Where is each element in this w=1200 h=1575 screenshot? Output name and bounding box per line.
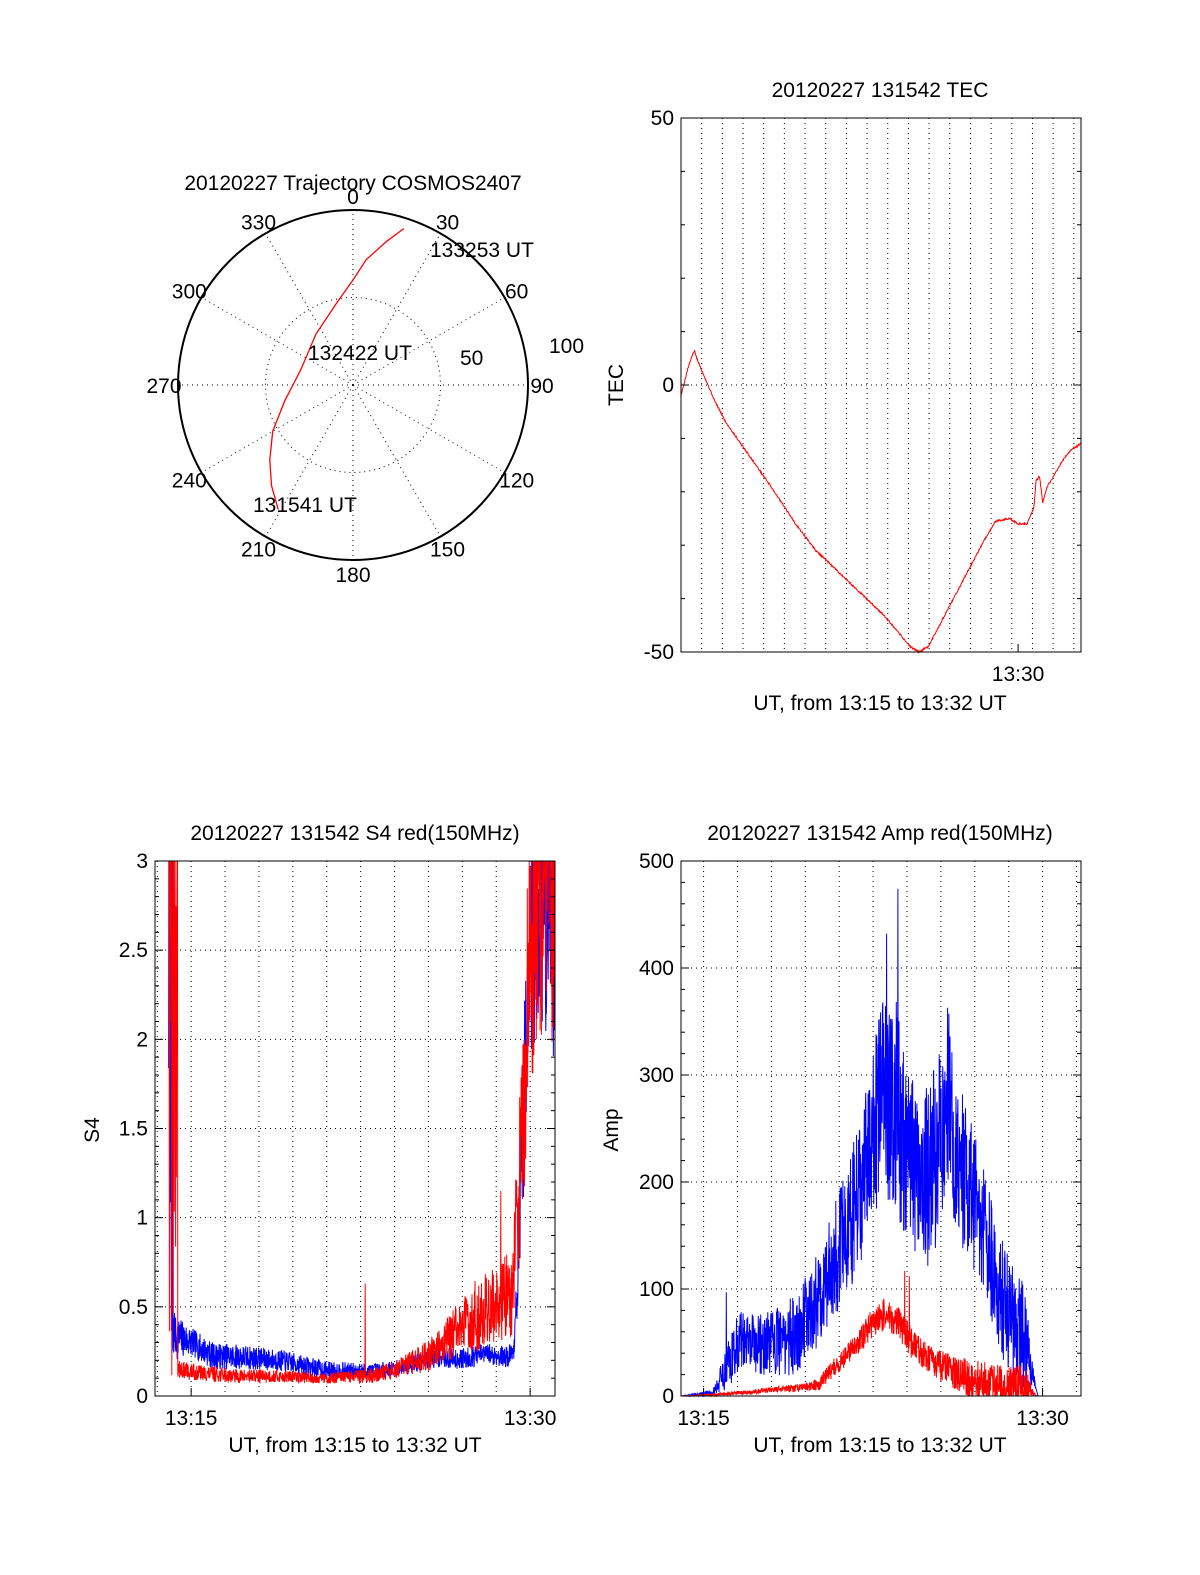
amp-ytick-label: 200 (639, 1171, 674, 1194)
s4-ytick-label: 2.5 (119, 939, 148, 962)
s4-chart-title: 20120227 131542 S4 red(150MHz) (190, 822, 519, 845)
polar-azimuth-label: 210 (241, 539, 276, 562)
polar-radial-label-100: 100 (549, 335, 584, 358)
polar-trajectory-chart: 20120227 Trajectory COSMOS2407 0 30 60 90 12… (146, 172, 584, 587)
s4-ytick-label: 1.5 (119, 1118, 148, 1141)
s4-ytick-label: 0.5 (119, 1296, 148, 1319)
polar-spoke (201, 297, 354, 386)
tec-ytick-label: -50 (644, 641, 674, 664)
polar-outer-ring (177, 209, 529, 561)
amp-chart: 20120227 131542 Amp red(150MHz) 0 100 200 3… (600, 822, 1082, 1457)
polar-azimuth-label: 60 (505, 281, 528, 304)
tec-series-line (680, 349, 1082, 655)
polar-spoke (352, 297, 505, 386)
polar-azimuth-label: 240 (172, 470, 207, 493)
polar-azimuth-label: 30 (436, 211, 459, 234)
polar-azimuth-label: 300 (172, 281, 207, 304)
track-start-time-label: 131541 UT (253, 494, 357, 517)
polar-radial-label-50: 50 (460, 347, 483, 370)
polar-spoke (352, 384, 505, 473)
tec-y-axis-label: TEC (605, 364, 628, 406)
polar-azimuth-label: 90 (530, 375, 553, 398)
s4-chart: 20120227 131542 S4 red(150MHz) 0 0.5 1 1.5 2… (81, 822, 556, 1457)
tec-xtick-label: 13:30 (992, 663, 1045, 686)
s4-ytick-label: 2 (136, 1028, 148, 1051)
track-end-time-label: 133253 UT (430, 239, 534, 262)
polar-azimuth-label: 180 (335, 564, 370, 587)
polar-azimuth-labels: 0 30 60 90 120 150 180 210 240 270 300 330 (146, 186, 553, 587)
s4-ticks: 0 0.5 1 1.5 2 2.5 3 13:15 13:30 (119, 850, 557, 1430)
amp-x-axis-label: UT, from 13:15 to 13:32 UT (753, 1434, 1006, 1457)
amp-xtick-label: 13:15 (677, 1407, 730, 1430)
satellite-track-line (269, 228, 405, 510)
track-mid-time-label: 132422 UT (308, 342, 412, 365)
amp-ytick-label: 0 (662, 1385, 674, 1408)
amp-y-axis-label: Amp (600, 1108, 623, 1151)
s4-y-axis-label: S4 (81, 1117, 104, 1143)
polar-spoke (352, 233, 441, 386)
amp-blue-series-line (681, 888, 1081, 1398)
s4-x-axis-label: UT, from 13:15 to 13:32 UT (228, 1434, 481, 1457)
amp-ticks: 0 100 200 300 400 500 13:15 13:30 (639, 850, 1081, 1430)
tec-ticks: -50 0 50 13:30 (644, 107, 1081, 686)
amp-xtick-label: 13:30 (1016, 1407, 1069, 1430)
amp-ytick-label: 300 (639, 1064, 674, 1087)
s4-ytick-label: 0 (136, 1385, 148, 1408)
amp-plot-frame (680, 860, 1082, 1397)
amp-ytick-label: 100 (639, 1278, 674, 1301)
s4-xtick-label: 13:15 (165, 1407, 218, 1430)
amp-chart-title: 20120227 131542 Amp red(150MHz) (707, 822, 1053, 845)
tec-x-axis-label: UT, from 13:15 to 13:32 UT (753, 692, 1006, 715)
tec-chart: 20120227 131542 TEC -50 0 50 13:30 TEC UT, … (605, 79, 1082, 715)
s4-red-series-line (168, 860, 556, 1385)
tec-ytick-label: 0 (662, 374, 674, 397)
polar-grid (178, 210, 528, 560)
amp-red-series-line (681, 1270, 1081, 1398)
s4-ytick-label: 1 (136, 1207, 148, 1230)
polar-spoke (265, 384, 354, 537)
s4-ytick-label: 3 (136, 850, 148, 873)
polar-chart-title: 20120227 Trajectory COSMOS2407 (184, 172, 521, 195)
amp-ytick-label: 500 (639, 850, 674, 873)
polar-azimuth-label: 330 (241, 211, 276, 234)
polar-azimuth-label: 270 (146, 375, 181, 398)
polar-azimuth-label: 0 (347, 186, 359, 209)
polar-ring (265, 297, 441, 473)
polar-spoke (352, 384, 441, 537)
polar-azimuth-label: 150 (430, 539, 465, 562)
tec-ytick-label: 50 (651, 107, 674, 130)
s4-xtick-label: 13:30 (504, 1407, 557, 1430)
polar-spoke (265, 233, 354, 386)
amp-ytick-label: 400 (639, 957, 674, 980)
tec-gridlines (681, 118, 1081, 652)
polar-spoke (201, 384, 354, 473)
tec-chart-title: 20120227 131542 TEC (772, 79, 989, 102)
polar-azimuth-label: 120 (499, 470, 534, 493)
